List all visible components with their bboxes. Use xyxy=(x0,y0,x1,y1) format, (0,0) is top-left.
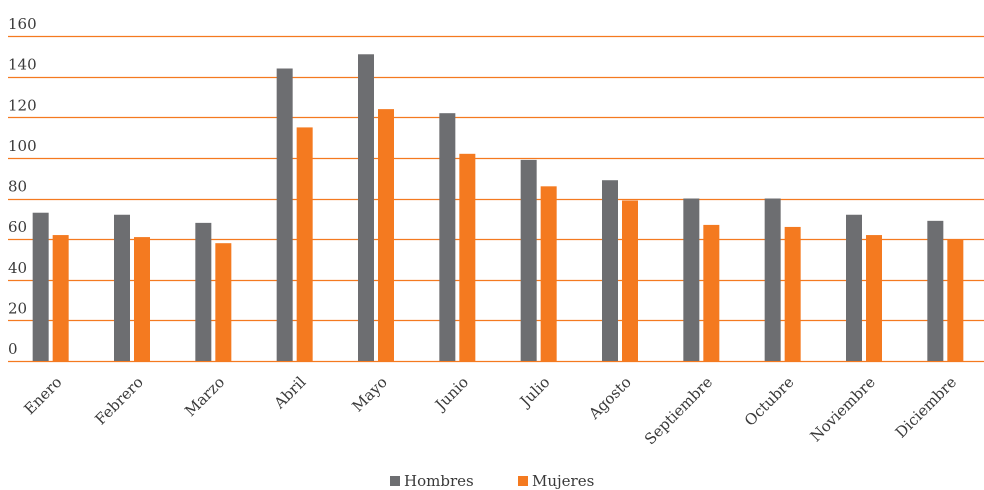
legend-label-mujeres: Mujeres xyxy=(532,472,594,490)
x-category-label: Febrero xyxy=(91,373,146,428)
bar-mujeres-noviembre xyxy=(866,235,882,361)
y-tick-label: 100 xyxy=(8,137,37,155)
legend-swatch-mujeres xyxy=(518,476,528,486)
x-category-label: Mayo xyxy=(349,373,391,415)
bar-mujeres-julio xyxy=(541,186,557,361)
bar-mujeres-marzo xyxy=(215,243,231,361)
bar-mujeres-mayo xyxy=(378,109,394,361)
legend-swatch-hombres xyxy=(390,476,400,486)
x-category-label: Septiembre xyxy=(641,373,716,448)
bar-hombres-enero xyxy=(33,213,49,361)
x-category-label: Abril xyxy=(270,373,310,413)
bar-mujeres-junio xyxy=(459,154,475,361)
gridlines xyxy=(8,37,984,362)
bar-hombres-diciembre xyxy=(927,221,943,361)
bar-mujeres-septiembre xyxy=(703,225,719,361)
x-category-label: Junio xyxy=(430,373,472,415)
bar-hombres-febrero xyxy=(114,215,130,361)
bar-hombres-marzo xyxy=(195,223,211,361)
y-tick-label: 0 xyxy=(8,340,18,358)
bar-hombres-abril xyxy=(277,69,293,362)
bar-mujeres-agosto xyxy=(622,201,638,361)
y-tick-label: 40 xyxy=(8,259,27,277)
y-axis-tick-labels: 0 20 40 60 80 100 120 140 160 xyxy=(8,15,37,358)
legend-label-hombres: Hombres xyxy=(404,472,474,490)
x-category-label: Marzo xyxy=(181,373,228,420)
bar-mujeres-abril xyxy=(297,127,313,361)
y-tick-label: 160 xyxy=(8,15,37,33)
x-category-label: Octubre xyxy=(741,373,798,430)
bar-mujeres-diciembre xyxy=(947,239,963,361)
bar-mujeres-febrero xyxy=(134,237,150,361)
bar-hombres-agosto xyxy=(602,180,618,361)
y-tick-label: 140 xyxy=(8,56,37,74)
bar-hombres-septiembre xyxy=(683,199,699,362)
y-tick-label: 20 xyxy=(8,299,27,317)
x-category-label: Diciembre xyxy=(892,373,961,442)
y-tick-label: 60 xyxy=(8,218,27,236)
x-category-label: Agosto xyxy=(584,373,634,423)
bar-mujeres-enero xyxy=(53,235,69,361)
x-axis-category-labels: Enero Febrero Marzo Abril Mayo Junio Julio Agos… xyxy=(20,373,960,448)
x-category-label: Enero xyxy=(20,373,65,418)
bar-hombres-mayo xyxy=(358,54,374,361)
bars xyxy=(33,54,964,361)
bar-hombres-junio xyxy=(439,113,455,361)
legend: Hombres Mujeres xyxy=(390,472,594,490)
x-category-label: Noviembre xyxy=(807,373,879,445)
bar-hombres-noviembre xyxy=(846,215,862,361)
y-tick-label: 80 xyxy=(8,178,27,196)
bar-mujeres-octubre xyxy=(785,227,801,361)
bar-hombres-octubre xyxy=(765,199,781,362)
bar-hombres-julio xyxy=(521,160,537,361)
y-tick-label: 120 xyxy=(8,96,37,114)
x-category-label: Julio xyxy=(515,373,553,411)
